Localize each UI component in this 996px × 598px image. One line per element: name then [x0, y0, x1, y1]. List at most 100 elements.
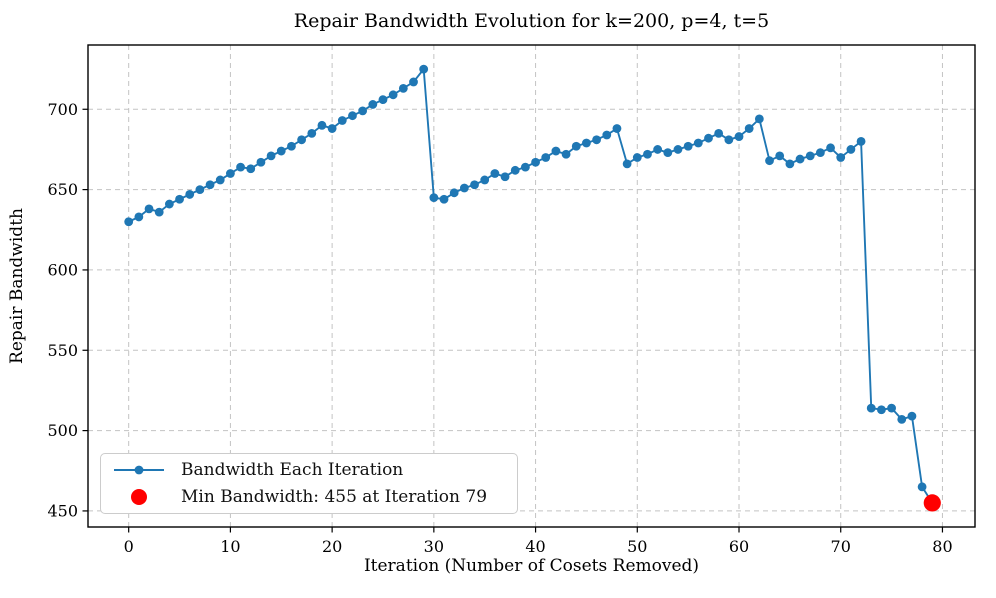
data-point: [134, 212, 144, 222]
data-point: [704, 133, 713, 143]
data-point: [287, 141, 296, 151]
legend-entry-min-bandwidth: Min Bandwidth: 455 at Iteration 79: [111, 484, 507, 512]
x-axis-label: Iteration (Number of Cosets Removed): [363, 556, 700, 576]
data-point: [897, 414, 907, 424]
data-point: [154, 207, 164, 217]
y-tick-label: 500: [47, 421, 78, 440]
data-point: [215, 175, 225, 185]
data-point: [398, 83, 408, 93]
data-point: [602, 130, 612, 140]
data-point: [683, 141, 693, 151]
data-point: [836, 153, 846, 162]
data-point: [459, 183, 469, 193]
data-point: [480, 175, 490, 185]
x-tick-label: 50: [627, 537, 647, 556]
data-point: [744, 124, 754, 133]
y-tick-label: 600: [47, 260, 78, 279]
legend-line-dot: [134, 465, 144, 475]
legend-label: Min Bandwidth: 455 at Iteration 79: [181, 487, 488, 508]
data-point: [663, 148, 673, 158]
data-point: [734, 132, 744, 141]
data-point: [429, 193, 439, 203]
data-point: [307, 128, 317, 138]
data-point: [236, 162, 245, 172]
legend-min-dot: [131, 489, 147, 506]
data-point: [795, 154, 805, 164]
data-point: [856, 137, 866, 146]
data-point: [765, 156, 774, 166]
dot-swatch-icon: [131, 489, 147, 506]
data-point: [571, 141, 581, 151]
data-point: [805, 151, 815, 161]
data-point: [887, 403, 896, 413]
data-point: [520, 162, 530, 172]
data-point: [785, 159, 795, 169]
data-point: [815, 148, 825, 158]
data-point: [439, 194, 449, 204]
y-axis-label: Repair Bandwidth: [7, 208, 27, 364]
x-tick-label: 40: [525, 537, 545, 556]
data-point: [500, 172, 510, 182]
x-tick-label: 80: [932, 537, 952, 556]
data-point: [632, 153, 642, 162]
data-point: [378, 95, 388, 105]
data-point: [164, 199, 174, 209]
legend-label: Bandwidth Each Iteration: [181, 459, 404, 480]
data-point: [205, 180, 215, 190]
data-point: [327, 124, 337, 133]
data-point: [276, 146, 286, 156]
y-tick-label: 700: [47, 100, 78, 119]
legend: Bandwidth Each Iteration Min Bandwidth: …: [100, 453, 518, 514]
x-tick-label: 20: [322, 537, 342, 556]
data-point: [337, 116, 347, 125]
y-tick-label: 650: [47, 180, 78, 199]
data-point: [266, 151, 276, 161]
data-point: [348, 111, 357, 121]
data-point: [826, 143, 835, 153]
x-tick-label: 70: [831, 537, 851, 556]
data-point: [775, 151, 785, 161]
chart-title: Repair Bandwidth Evolution for k=200, p=…: [293, 10, 770, 32]
data-point: [246, 164, 256, 174]
data-point: [551, 146, 561, 156]
x-tick-label: 10: [220, 537, 240, 556]
legend-entry-bandwidth: Bandwidth Each Iteration: [111, 456, 507, 484]
data-point: [643, 149, 652, 159]
y-tick-label: 550: [47, 341, 78, 360]
data-point: [490, 169, 500, 178]
data-point: [256, 157, 266, 167]
min-bandwidth-point: [923, 494, 941, 512]
data-point: [358, 106, 368, 116]
data-point: [653, 145, 663, 154]
data-point: [297, 135, 307, 145]
data-point: [673, 145, 683, 154]
data-point: [866, 403, 876, 413]
data-point: [195, 185, 205, 195]
bandwidth-line: [128, 66, 934, 504]
data-point: [612, 124, 622, 133]
data-point: [510, 165, 520, 175]
data-point: [907, 411, 917, 421]
data-point: [368, 100, 378, 109]
x-tick-label: 30: [424, 537, 444, 556]
data-point: [714, 128, 724, 138]
data-point: [693, 138, 703, 148]
data-point: [531, 157, 540, 167]
data-point: [185, 190, 195, 199]
data-point: [846, 145, 856, 154]
data-point: [124, 217, 134, 227]
data-point: [470, 180, 479, 190]
data-point: [877, 405, 886, 415]
y-tick-label: 450: [47, 501, 78, 520]
data-point: [724, 135, 734, 145]
data-point: [388, 90, 398, 100]
data-point: [582, 138, 591, 148]
data-point: [561, 149, 571, 159]
data-point: [592, 135, 602, 145]
data-point: [419, 64, 429, 74]
data-point: [144, 204, 154, 214]
plot-border: [87, 44, 976, 528]
x-tick-label: 0: [124, 537, 134, 556]
